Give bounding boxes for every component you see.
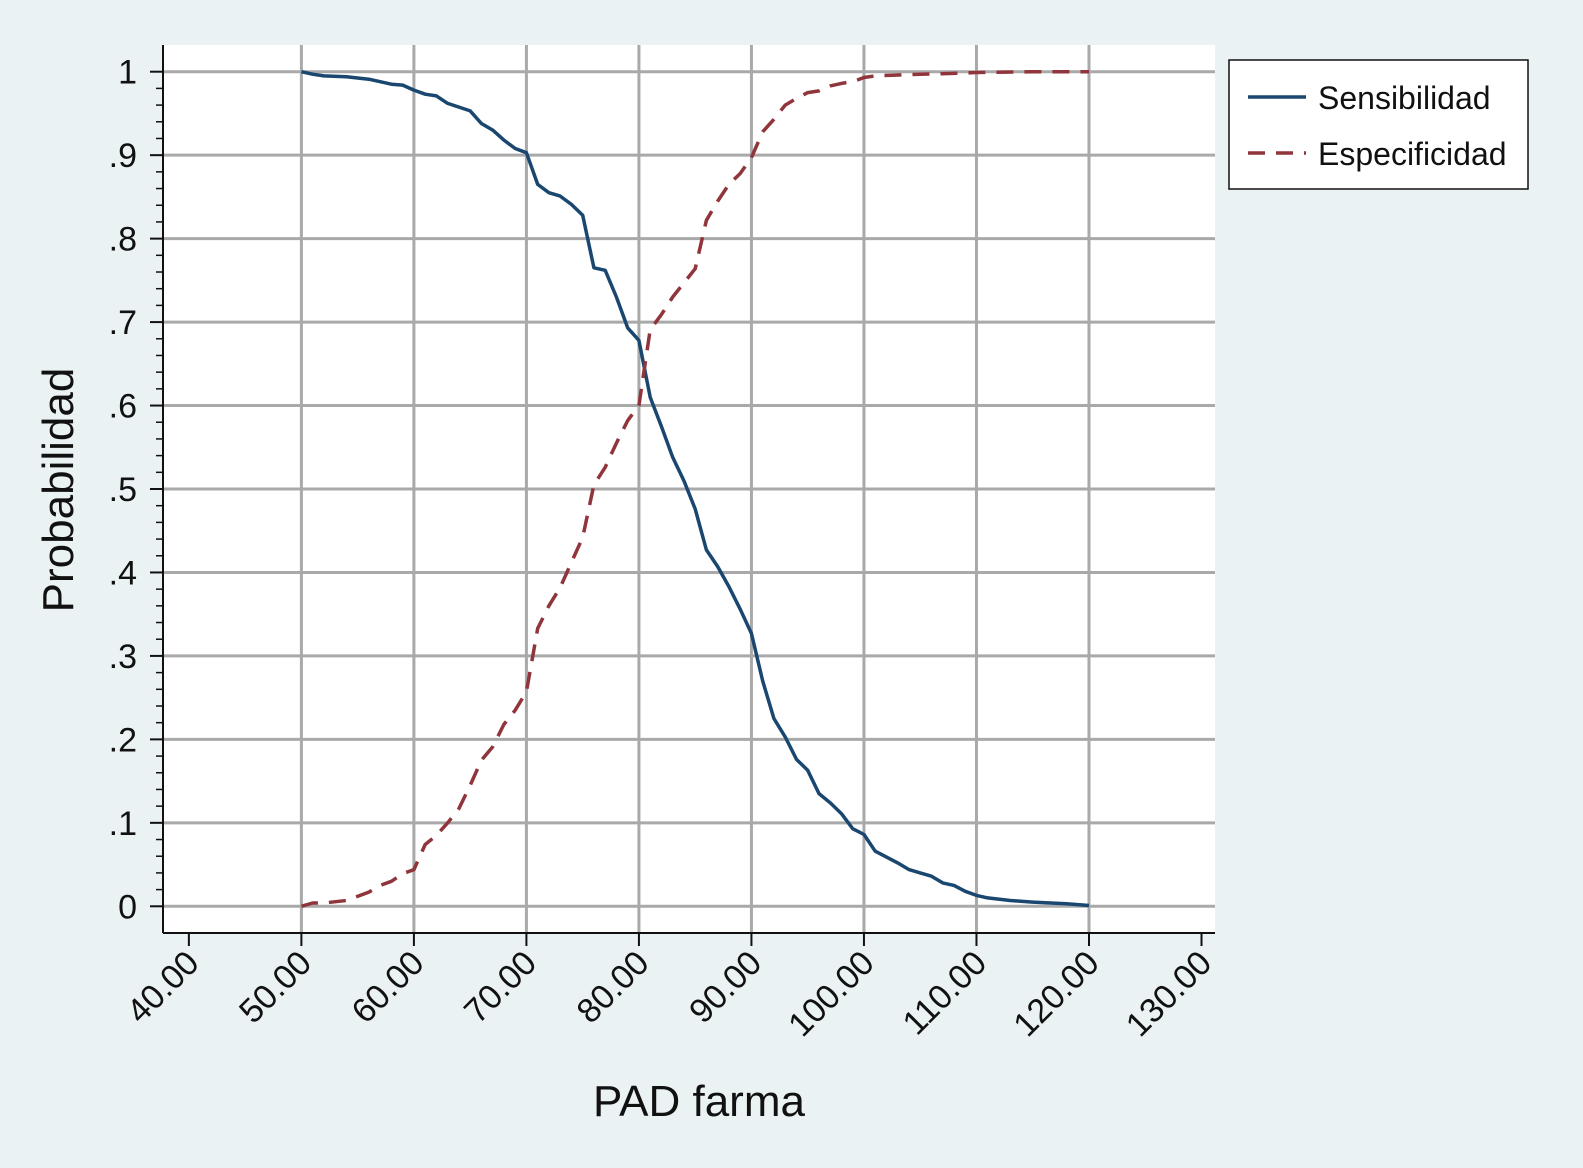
legend-label-sensibilidad: Sensibilidad <box>1318 80 1491 116</box>
y-tick-label: .5 <box>109 471 137 509</box>
axes <box>150 45 1215 946</box>
y-axis-title: Probabilidad <box>34 368 83 613</box>
series-lines <box>300 69 1090 908</box>
y-tick-label: .1 <box>109 805 137 843</box>
x-tick-labels: 40.00 50.00 60.00 70.00 80.00 90.00 100.00 110.… <box>119 944 1219 1044</box>
x-tick-label: 120.00 <box>1006 944 1106 1044</box>
x-tick-label: 100.00 <box>781 944 881 1044</box>
y-tick-label: 1 <box>118 54 137 92</box>
y-tick-label: .3 <box>109 638 137 676</box>
x-tick-label: 70.00 <box>457 944 544 1031</box>
y-tick-label: .8 <box>109 221 137 259</box>
legend: Sensibilidad Especificidad <box>1228 59 1529 190</box>
x-tick-label: 60.00 <box>345 944 432 1031</box>
y-tick-label: .2 <box>109 721 137 759</box>
x-tick-label: 50.00 <box>232 944 319 1031</box>
y-tick-label: .7 <box>109 304 137 342</box>
y-tick-label: 0 <box>118 888 137 926</box>
y-tick-label: .6 <box>109 388 137 426</box>
x-axis-title: PAD farma <box>593 1077 805 1126</box>
x-tick-label: 110.00 <box>896 944 995 1043</box>
legend-box <box>1228 59 1529 190</box>
x-tick-label: 130.00 <box>1119 944 1219 1044</box>
y-tick-labels: 0 .1 .2 .3 .4 .5 .6 .7 .8 .9 1 <box>109 54 137 927</box>
series-line-sensibilidad <box>301 69 1090 908</box>
x-tick-label: 90.00 <box>682 944 769 1031</box>
x-tick-label: 80.00 <box>570 944 657 1031</box>
y-tick-label: .4 <box>109 554 137 592</box>
y-tick-label: .9 <box>109 137 137 175</box>
legend-label-especificidad: Especificidad <box>1318 136 1507 172</box>
x-tick-label: 40.00 <box>119 944 206 1031</box>
series-line-especificidad <box>300 69 1089 908</box>
